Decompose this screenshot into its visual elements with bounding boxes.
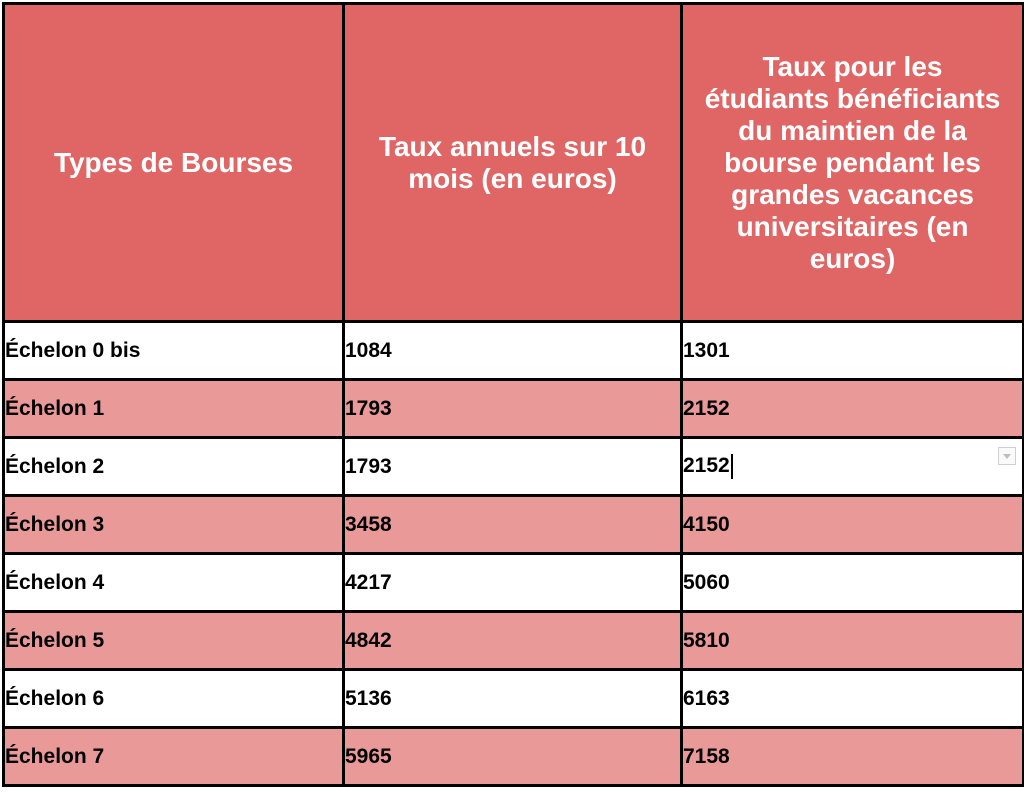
cell-type[interactable]: Échelon 6 [2,668,345,729]
table-row: Échelon 2 1793 2152 [2,436,1024,497]
table-row: Échelon 6 5136 6163 [2,668,1024,729]
cell-type[interactable]: Échelon 0 bis [2,320,345,381]
header-label-annual: Taux annuels sur 10 mois (en euros) [378,130,647,194]
cell-type[interactable]: Échelon 4 [2,552,345,613]
cell-summer-active[interactable]: 2152 [680,436,1024,497]
header-label-summer: Taux pour les étudiants bénéficiants du … [704,50,1001,274]
cell-annual[interactable]: 1793 [342,378,683,439]
cell-annual[interactable]: 4842 [342,610,683,671]
cell-type[interactable]: Échelon 7 [2,726,345,787]
cell-summer[interactable]: 5810 [680,610,1024,671]
cell-annual[interactable]: 4217 [342,552,683,613]
chevron-down-icon[interactable] [998,447,1016,465]
cell-summer[interactable]: 6163 [680,668,1024,729]
text-cursor [730,454,733,479]
cell-annual[interactable]: 5136 [342,668,683,729]
cell-type[interactable]: Échelon 3 [2,494,345,555]
cell-summer[interactable]: 4150 [680,494,1024,555]
table-row: Échelon 4 4217 5060 [2,552,1024,613]
header-row: Types de Bourses Taux annuels sur 10 moi… [2,2,1024,323]
cell-annual[interactable]: 1084 [342,320,683,381]
header-cell-annual[interactable]: Taux annuels sur 10 mois (en euros) [342,2,683,323]
table-row: Échelon 5 4842 5810 [2,610,1024,671]
table-row: Échelon 7 5965 7158 [2,726,1024,787]
table-row: Échelon 1 1793 2152 [2,378,1024,439]
cell-annual[interactable]: 5965 [342,726,683,787]
cell-type[interactable]: Échelon 5 [2,610,345,671]
header-cell-summer[interactable]: Taux pour les étudiants bénéficiants du … [680,2,1024,323]
cell-summer-value: 2152 [683,454,730,478]
cell-summer[interactable]: 7158 [680,726,1024,787]
cell-summer[interactable]: 1301 [680,320,1024,381]
cell-annual[interactable]: 3458 [342,494,683,555]
header-label-types: Types de Bourses [53,146,294,178]
table-row: Échelon 3 3458 4150 [2,494,1024,555]
cell-annual[interactable]: 1793 [342,436,683,497]
header-cell-types[interactable]: Types de Bourses [2,2,345,323]
cell-summer[interactable]: 5060 [680,552,1024,613]
cell-summer[interactable]: 2152 [680,378,1024,439]
table-row: Échelon 0 bis 1084 1301 [2,320,1024,381]
cell-type[interactable]: Échelon 2 [2,436,345,497]
cell-type[interactable]: Échelon 1 [2,378,345,439]
